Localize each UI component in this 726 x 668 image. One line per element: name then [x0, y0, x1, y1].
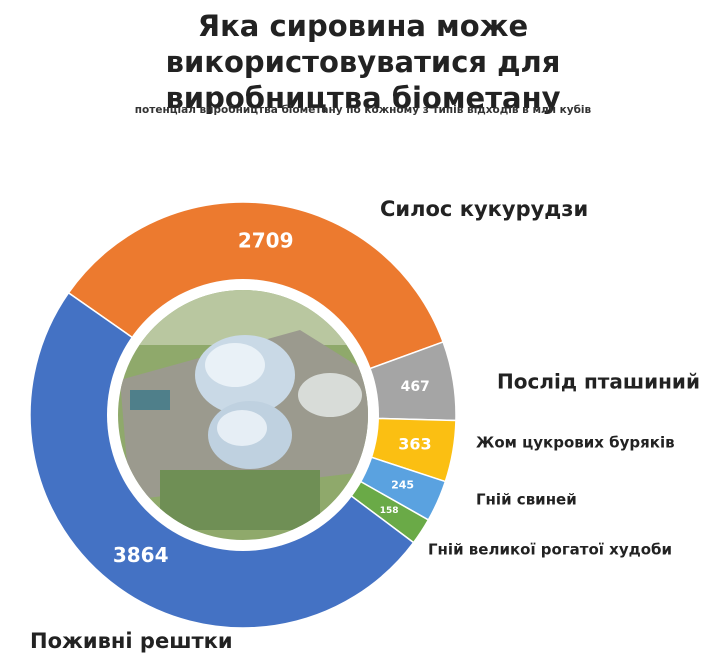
category-label: Жом цукрових буряків — [476, 434, 675, 452]
value-label: 158 — [380, 506, 399, 516]
value-label: 3864 — [113, 543, 169, 567]
value-label: 467 — [401, 379, 430, 395]
category-label: Гній свиней — [476, 491, 577, 509]
value-label: 363 — [398, 434, 431, 453]
category-label: Гній великої рогатої худоби — [428, 541, 672, 559]
category-label: Послід пташиний — [497, 370, 700, 394]
chart-title: Яка сировина може використовуватися для … — [165, 9, 561, 115]
category-label: Силос кукурудзи — [380, 197, 588, 221]
value-label: 245 — [391, 479, 414, 492]
value-label: 2709 — [238, 228, 294, 252]
center-photo — [118, 290, 368, 540]
category-label: Поживні рештки — [30, 629, 233, 653]
chart-subtitle: потенціал виробництва біометану по кожно… — [134, 104, 592, 116]
